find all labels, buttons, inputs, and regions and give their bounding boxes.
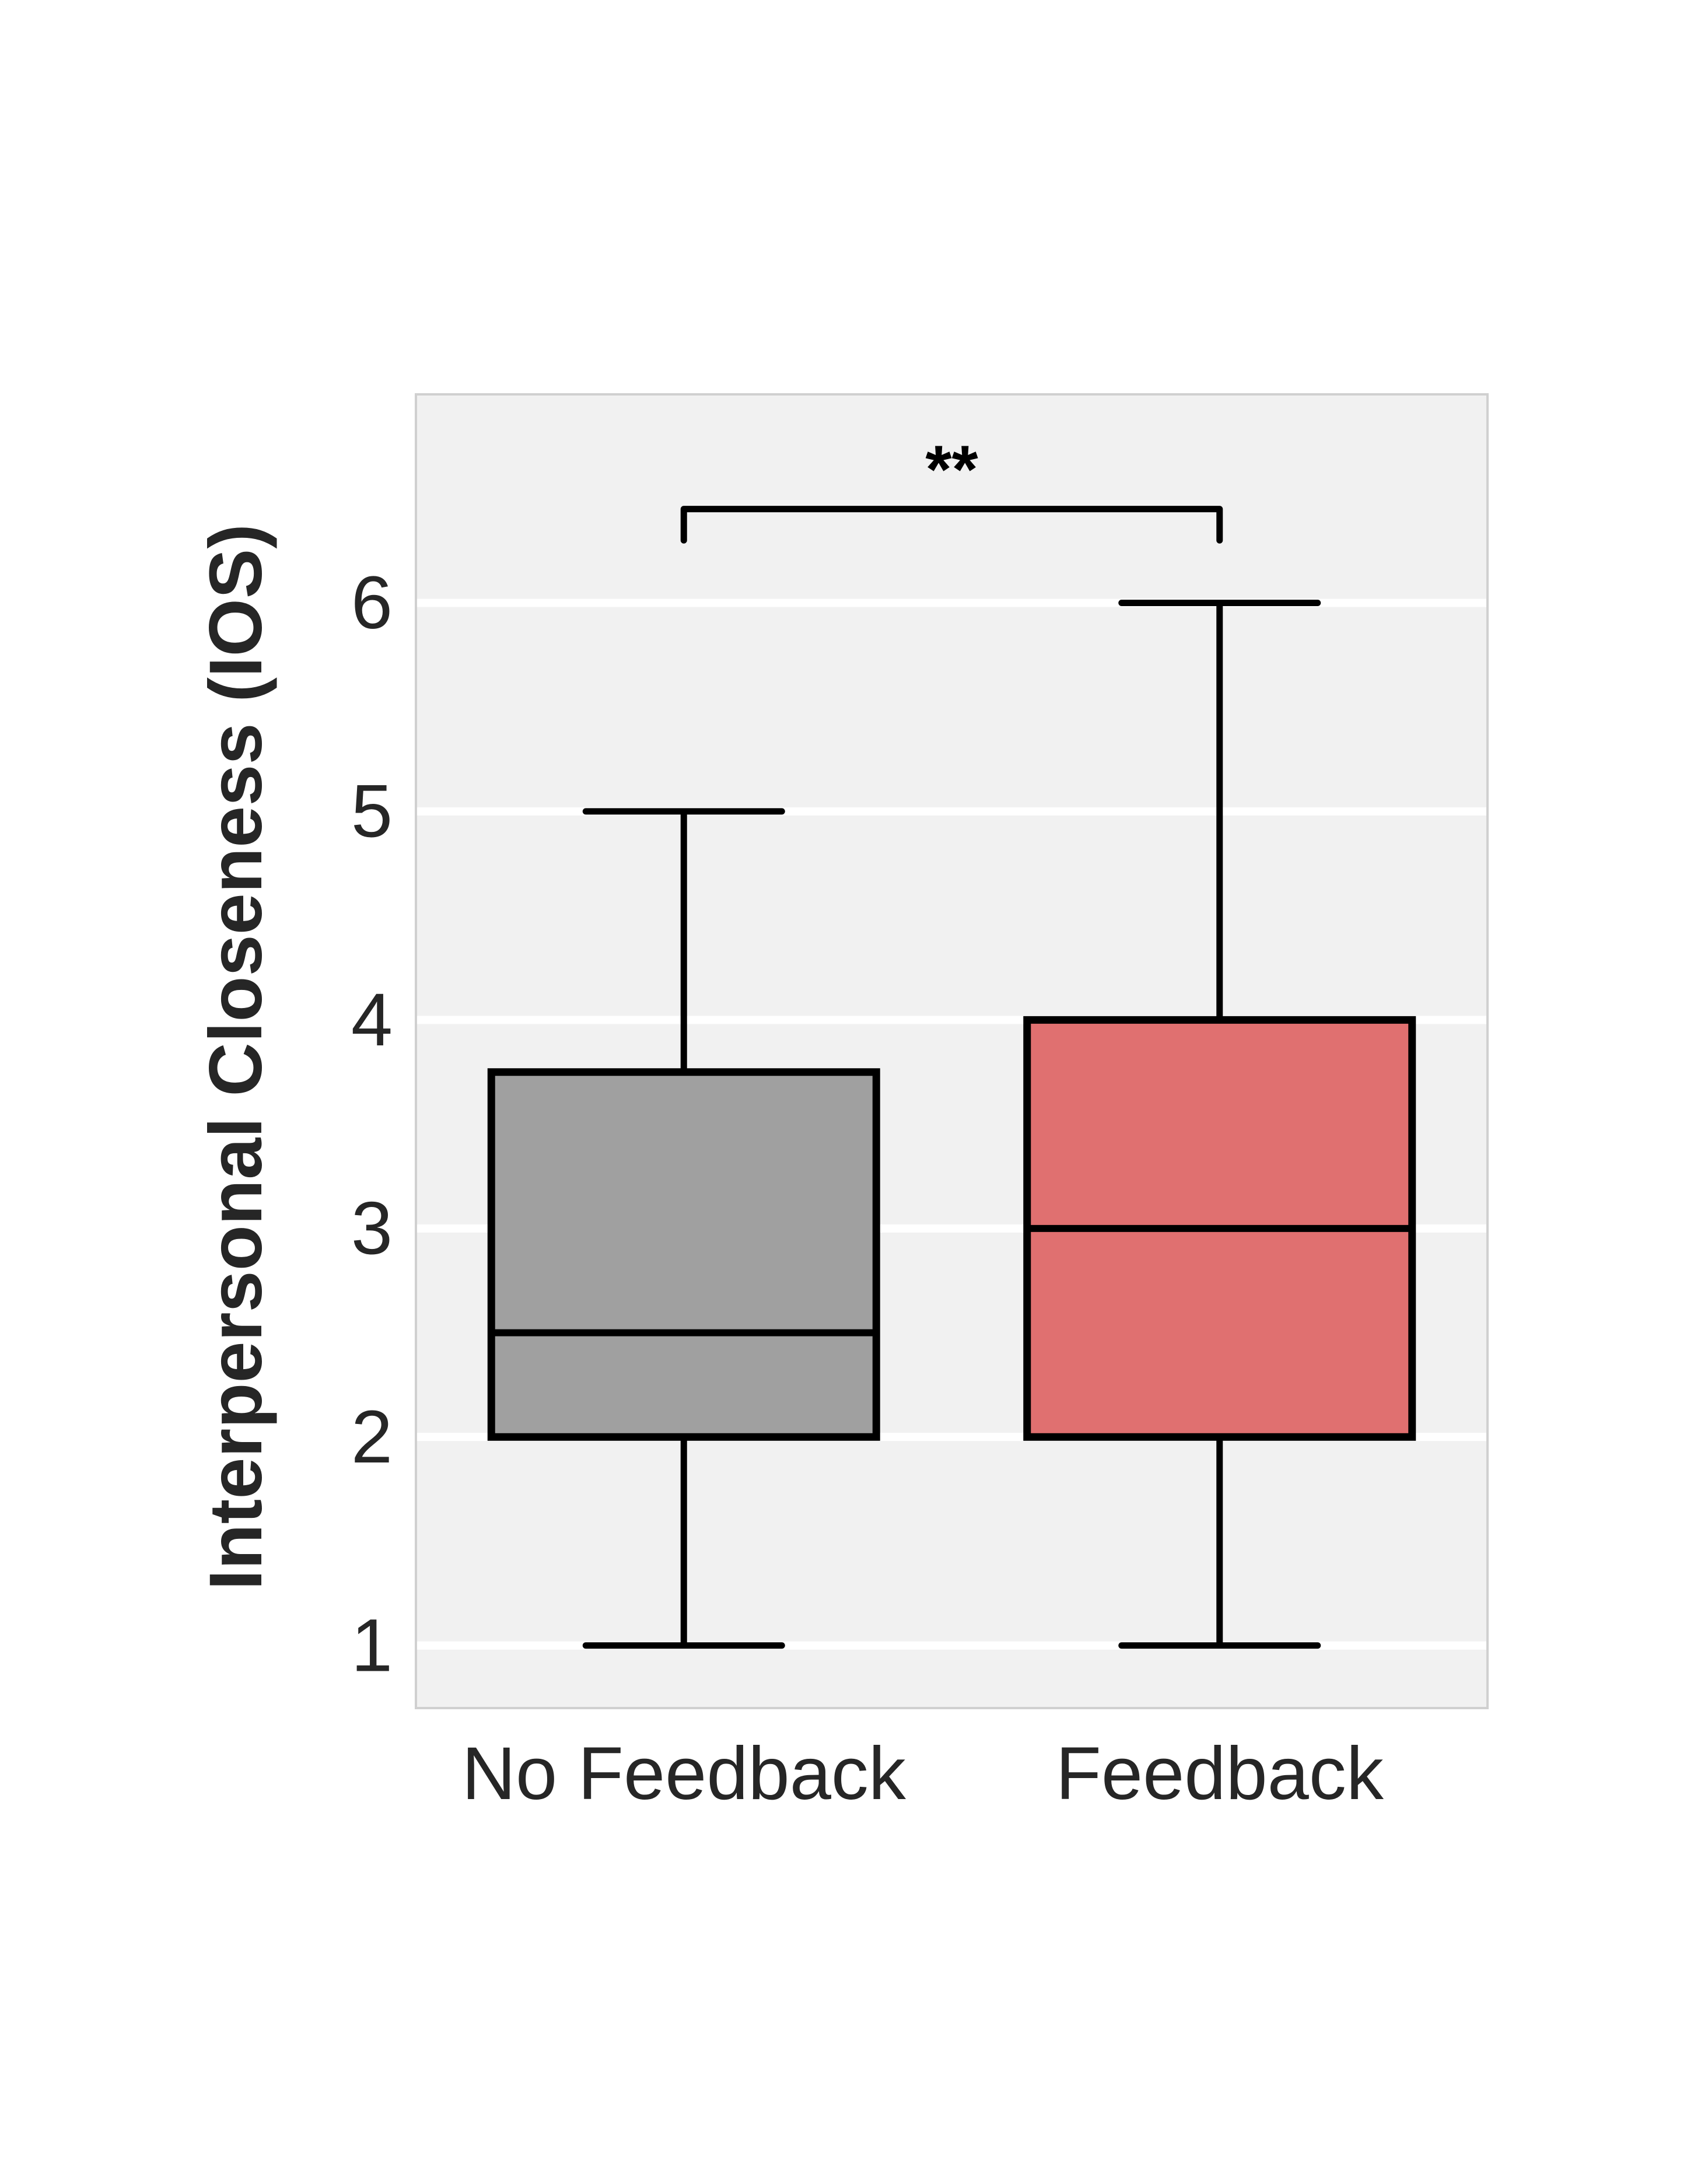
significance-bracket bbox=[680, 506, 1223, 544]
y-tick-label-4: 4 bbox=[351, 978, 393, 1062]
x-tick-label-feedback: Feedback bbox=[1056, 1732, 1384, 1815]
y-tick-label-1: 1 bbox=[351, 1604, 393, 1687]
x-axis-ticks: No Feedback Feedback bbox=[462, 1732, 1384, 1815]
y-tick-label-2: 2 bbox=[351, 1395, 393, 1479]
y-axis-ticks: 1 2 3 4 5 6 bbox=[351, 561, 393, 1687]
x-tick-label-no-feedback: No Feedback bbox=[462, 1732, 907, 1815]
box-no-feedback bbox=[487, 1068, 880, 1441]
box-group-feedback bbox=[1023, 599, 1416, 1649]
box-group-no-feedback bbox=[487, 808, 880, 1649]
significance-annotation: ** bbox=[680, 432, 1223, 544]
significance-label: ** bbox=[925, 432, 978, 508]
y-axis-label: Interpersonal Closeness (IOS) bbox=[194, 524, 278, 1590]
y-tick-label-5: 5 bbox=[351, 769, 393, 853]
boxes bbox=[487, 599, 1416, 1649]
y-tick-label-6: 6 bbox=[351, 561, 393, 645]
y-tick-label-3: 3 bbox=[351, 1187, 393, 1270]
